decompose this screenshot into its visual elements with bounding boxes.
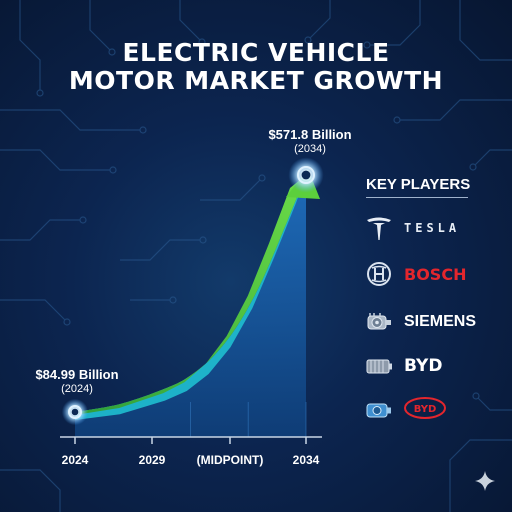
end-year-label: (2034) xyxy=(294,143,326,155)
start-value-label: $84.99 Billion xyxy=(35,367,119,382)
player-tesla: TESLA xyxy=(364,212,460,244)
byd-oval-logo-icon: BYD xyxy=(402,395,448,426)
tesla-logo-icon xyxy=(364,213,394,243)
title-line-1: ELECTRIC VEHICLE xyxy=(122,38,390,67)
title-line-2: MOTOR MARKET GROWTH xyxy=(68,66,444,95)
player-name: BOSCH xyxy=(404,264,467,284)
end-value-label: $571.8 Billion xyxy=(268,127,352,142)
x-tick-label: 2024 xyxy=(61,453,89,467)
start-year-label: (2024) xyxy=(61,383,93,395)
growth-area xyxy=(75,175,306,437)
start-point-marker-core xyxy=(71,408,79,416)
battery-icon xyxy=(364,351,394,381)
key-players-title: KEY PLAYERS xyxy=(366,176,471,193)
player-byd: BYD xyxy=(364,350,442,382)
player-name: TESLA xyxy=(404,221,461,235)
start-value-annotation: $84.99 Billion (2024) xyxy=(18,367,136,395)
player-bosch: BOSCH xyxy=(364,258,466,290)
x-tick-label: (MIDPOINT) xyxy=(196,453,264,467)
x-tick-label: 2029 xyxy=(138,453,166,467)
byd-logo-text: BYD xyxy=(414,404,437,415)
end-point-marker-core xyxy=(301,170,311,180)
end-point-marker xyxy=(297,166,315,184)
key-players-divider xyxy=(366,197,468,198)
x-tick-label: 2034 xyxy=(292,453,320,467)
player-siemens: SIEMENS xyxy=(364,306,476,338)
start-point-marker xyxy=(68,405,82,419)
motor-icon xyxy=(364,307,394,337)
end-value-annotation: $571.8 Billion (2034) xyxy=(248,127,372,155)
player-name: BYD xyxy=(404,356,443,376)
player-byd-logo: BYD xyxy=(364,394,448,426)
player-name: SIEMENS xyxy=(404,313,477,330)
bosch-logo-icon xyxy=(364,259,394,289)
motor-battery-icon xyxy=(364,395,394,425)
sparkle-icon xyxy=(475,471,495,491)
